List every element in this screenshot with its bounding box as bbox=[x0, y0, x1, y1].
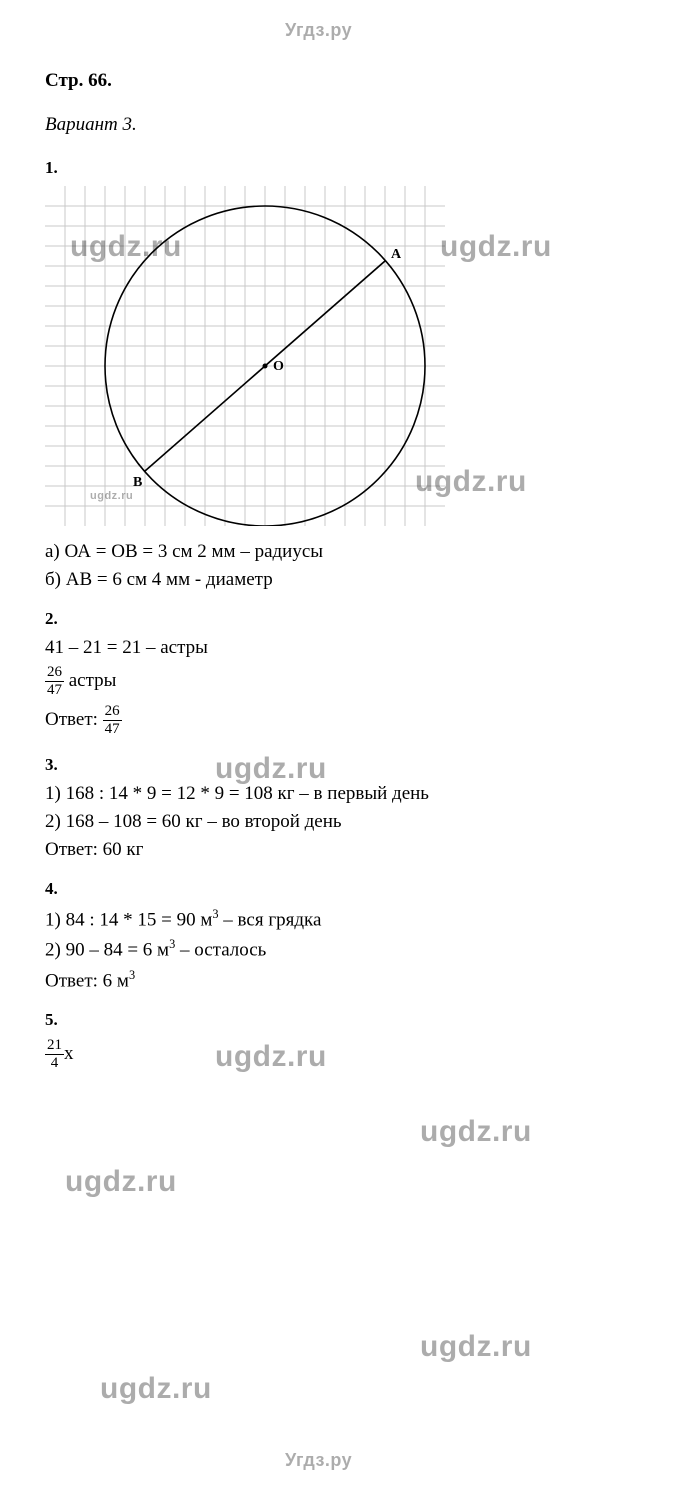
variant-label: Вариант 3. bbox=[45, 114, 640, 136]
problem-2: 2. 41 – 21 = 21 – астры 26 47 астры Отве… bbox=[45, 609, 640, 737]
problem-4-number: 4. bbox=[45, 879, 640, 899]
problem-1: 1. O A B а) ОА = ОВ = 3 см 2 мм – радиус… bbox=[45, 158, 640, 591]
fraction-21-4: 21 4 bbox=[45, 1038, 64, 1071]
problem-4: 4. 1) 84 : 14 * 15 = 90 м3 – вся грядка … bbox=[45, 879, 640, 992]
problem-5: 5. 21 4 x bbox=[45, 1010, 640, 1071]
problem-2-line-2: 26 47 астры bbox=[45, 665, 640, 698]
center-label: O bbox=[273, 359, 284, 374]
watermark: ugdz.ru bbox=[65, 1165, 177, 1199]
problem-2-number: 2. bbox=[45, 609, 640, 629]
point-b-label: B bbox=[133, 475, 142, 490]
problem-4-line-1: 1) 84 : 14 * 15 = 90 м3 – вся грядка bbox=[45, 907, 640, 931]
circle-diagram: O A B bbox=[45, 186, 640, 531]
problem-1-line-a: а) ОА = ОВ = 3 см 2 мм – радиусы bbox=[45, 541, 640, 563]
watermark: ugdz.ru bbox=[420, 1330, 532, 1364]
problem-3-number: 3. bbox=[45, 755, 640, 775]
problem-4-line-2: 2) 90 – 84 = 6 м3 – осталось bbox=[45, 937, 640, 961]
problem-1-number: 1. bbox=[45, 158, 640, 178]
watermark: ugdz.ru bbox=[100, 1372, 212, 1406]
problem-5-number: 5. bbox=[45, 1010, 640, 1030]
page-title: Стр. 66. bbox=[45, 70, 640, 92]
watermark-bottom: Угдз.ру bbox=[285, 1450, 352, 1471]
problem-4-answer: Ответ: 6 м3 bbox=[45, 968, 640, 992]
problem-1-line-b: б) АВ = 6 см 4 мм - диаметр bbox=[45, 569, 640, 591]
fraction-26-47: 26 47 bbox=[45, 665, 64, 698]
watermark: ugdz.ru bbox=[420, 1115, 532, 1149]
problem-2-answer: Ответ: 26 47 bbox=[45, 704, 640, 737]
problem-3-line-1: 1) 168 : 14 * 9 = 12 * 9 = 108 кг – в пе… bbox=[45, 783, 640, 805]
point-a-label: A bbox=[391, 247, 402, 262]
problem-3-line-2: 2) 168 – 108 = 60 кг – во второй день bbox=[45, 811, 640, 833]
fraction-26-47: 26 47 bbox=[103, 704, 122, 737]
problem-3: 3. 1) 168 : 14 * 9 = 12 * 9 = 108 кг – в… bbox=[45, 755, 640, 861]
problem-5-line: 21 4 x bbox=[45, 1038, 640, 1071]
problem-2-line-1: 41 – 21 = 21 – астры bbox=[45, 637, 640, 659]
problem-3-answer: Ответ: 60 кг bbox=[45, 839, 640, 861]
fraction-suffix: астры bbox=[64, 670, 116, 691]
